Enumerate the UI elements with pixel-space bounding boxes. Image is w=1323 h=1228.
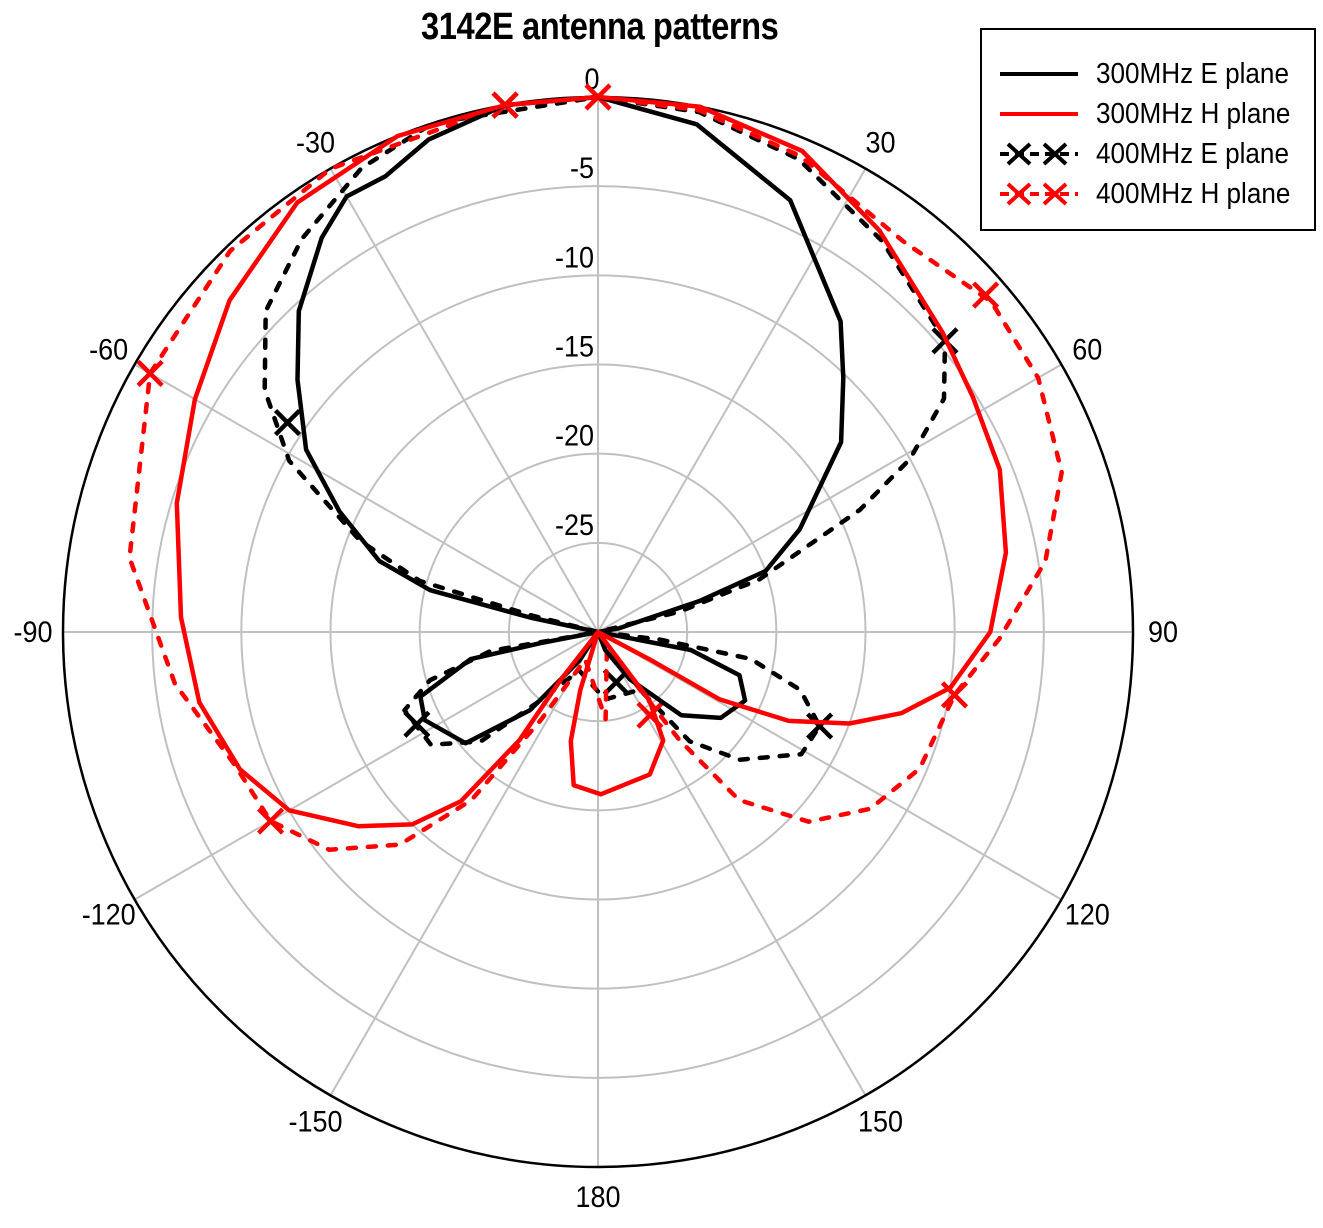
legend-item-400-h: 400MHz H plane (998, 176, 1290, 212)
x-marker-icon (940, 681, 969, 709)
radial-label: -15 (555, 330, 594, 364)
dashed-red-x-marker-icon (1000, 182, 1078, 206)
angle-label: -150 (289, 1105, 343, 1139)
grid-spoke (597, 363, 1062, 633)
x-marker-icon (136, 359, 164, 388)
angle-label: 150 (858, 1105, 903, 1139)
legend-label: 400MHz H plane (1096, 177, 1291, 210)
radial-label: -25 (555, 509, 594, 543)
x-marker-icon (972, 281, 1000, 309)
angle-label: 120 (1065, 898, 1110, 932)
series-line (174, 94, 1009, 829)
legend-label: 400MHz E plane (1096, 137, 1289, 170)
grid-spoke (329, 168, 599, 633)
grid-spoke (134, 363, 599, 633)
radial-label: -5 (570, 152, 594, 186)
angle-label: -90 (14, 616, 53, 650)
legend-label: 300MHz H plane (1096, 97, 1291, 130)
angle-label: 180 (575, 1181, 620, 1215)
data-series (127, 83, 1064, 852)
chart-title: 3142E antenna patterns (421, 6, 779, 48)
angle-label: 60 (1072, 333, 1102, 367)
radial-label: -20 (555, 419, 594, 453)
dashed-black-x-marker-icon (1000, 142, 1078, 166)
polar-grid (61, 95, 1135, 1169)
series-line (127, 94, 1064, 852)
grid-spoke (597, 168, 867, 633)
angle-label: -60 (89, 333, 128, 367)
x-marker-icon (273, 408, 302, 437)
solid-black-line-icon (1000, 72, 1078, 76)
legend-item-400-e: 400MHz E plane (998, 136, 1289, 172)
angle-label: -120 (82, 898, 136, 932)
angle-label: 30 (865, 126, 895, 160)
series-line (262, 94, 948, 762)
legend: 300MHz E plane 300MHz H plane 400MHz E p… (980, 28, 1316, 231)
legend-item-300-e: 300MHz E plane (998, 56, 1289, 92)
grid-spoke (134, 631, 599, 901)
x-marker-icon (256, 807, 285, 835)
legend-label: 300MHz E plane (1096, 57, 1289, 90)
angle-label: -30 (296, 126, 335, 160)
radial-tick-labels: -5 -10 -15 -20 -25 (555, 152, 594, 542)
grid-spoke (329, 631, 599, 1096)
x-marker-icon (806, 712, 834, 740)
radial-label: -10 (555, 241, 594, 275)
solid-red-line-icon (1000, 112, 1078, 116)
angle-label: 90 (1148, 616, 1178, 650)
legend-item-300-h: 300MHz H plane (998, 96, 1290, 132)
